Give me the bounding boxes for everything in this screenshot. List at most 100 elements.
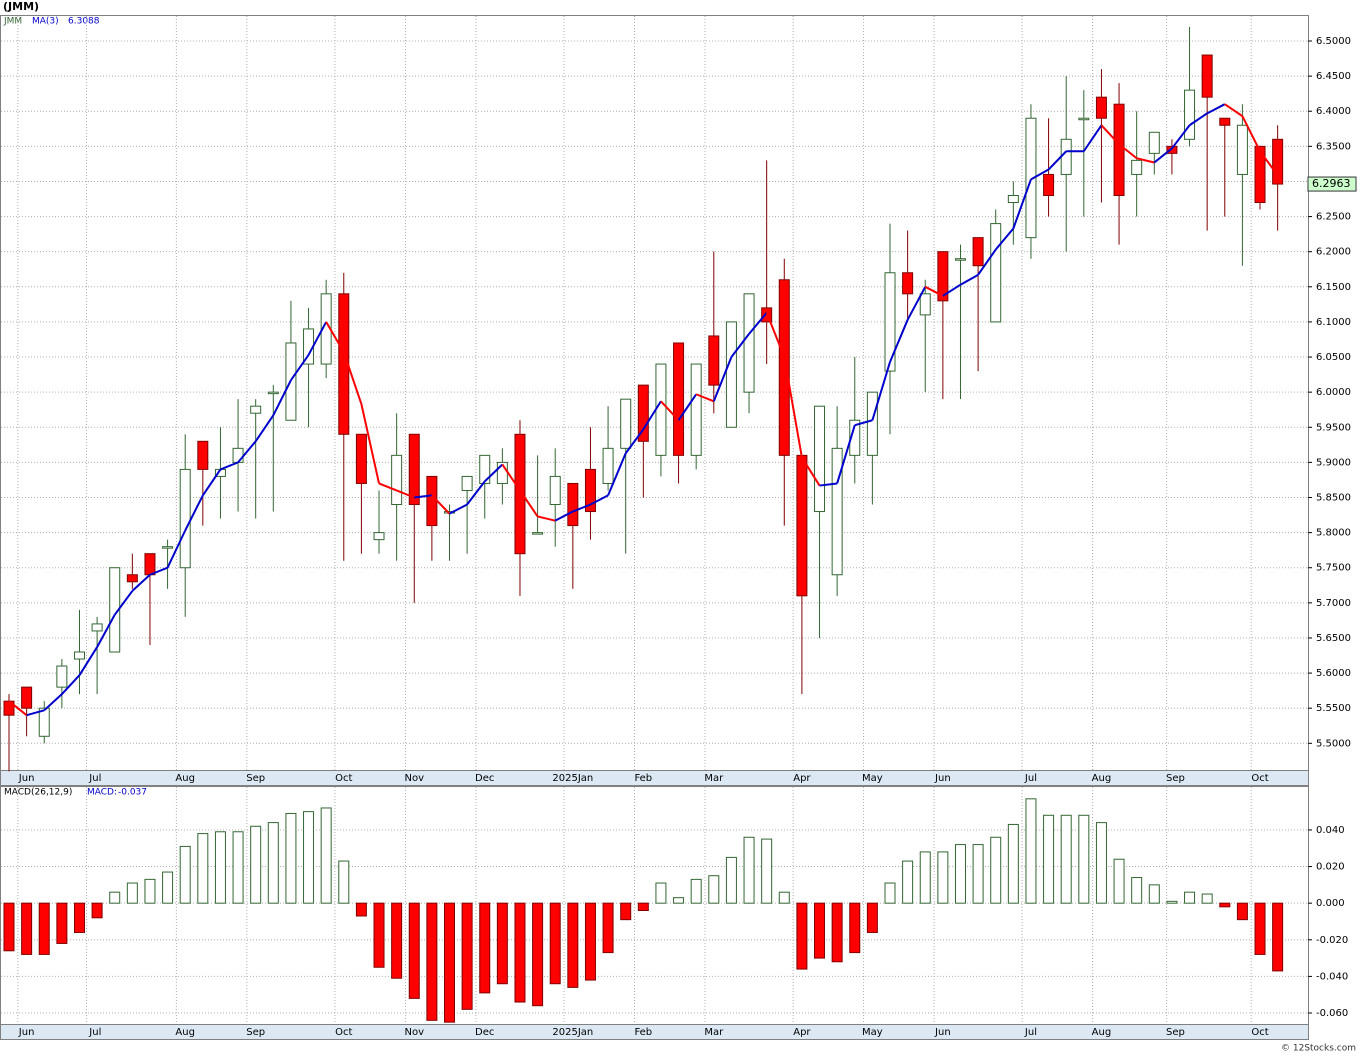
ma-segment: [1047, 150, 1067, 171]
ma-segment: [871, 361, 891, 421]
ma-segment: [942, 283, 962, 297]
candle-body: [620, 398, 632, 449]
last-price-label: 6.2963: [1312, 177, 1351, 190]
y-tick-label: 6.1500: [1316, 282, 1351, 293]
x-tick-label: Sep: [1166, 773, 1185, 784]
candle-body: [267, 391, 279, 395]
ma-segment: [1030, 168, 1050, 181]
x-tick-label: Apr: [793, 1027, 811, 1038]
macd-bar: [725, 856, 737, 904]
x-tick-label: Apr: [793, 773, 811, 784]
y-tick-label: 5.8000: [1316, 528, 1351, 539]
x-tick-label: Jun: [934, 1027, 951, 1038]
x-tick-label: Jul: [88, 773, 101, 784]
candle-body: [1131, 159, 1143, 175]
y-tick-label: -0.040: [1316, 971, 1348, 982]
macd-bar: [902, 860, 914, 904]
macd-bar: [162, 871, 174, 904]
macd-bar: [73, 902, 85, 933]
macd-bar: [56, 902, 68, 944]
ma-segment: [325, 321, 345, 353]
macd-bar: [796, 902, 808, 970]
candle-body: [179, 468, 191, 569]
x-tick-label: Jul: [1024, 773, 1037, 784]
x-tick-label: Aug: [1092, 773, 1112, 784]
macd-bar: [1043, 814, 1055, 904]
x-tick-label: Feb: [634, 1027, 652, 1038]
ma-segment: [624, 428, 645, 454]
x-tick-label: Sep: [246, 1027, 265, 1038]
ma-segment: [572, 503, 591, 513]
candle-body: [1201, 54, 1213, 98]
x-tick-label: Sep: [1166, 1027, 1185, 1038]
x-tick-label: Aug: [175, 1027, 195, 1038]
candle-body: [567, 482, 579, 527]
ma-segment: [184, 494, 204, 531]
candle-body: [1095, 96, 1107, 119]
ma-segment: [977, 249, 997, 276]
ma-segment: [519, 489, 539, 518]
y-tick-label: 6.2000: [1316, 247, 1351, 258]
macd-bar: [496, 902, 508, 985]
ma-segment: [378, 482, 398, 492]
y-tick-label: 5.7500: [1316, 563, 1351, 574]
ma-segment: [924, 285, 944, 297]
ma-segment: [660, 400, 680, 421]
x-tick-label: Oct: [335, 773, 352, 784]
ma-segment: [272, 379, 292, 416]
x-tick-label: Jun: [934, 773, 951, 784]
macd-bar: [532, 902, 544, 1007]
ma-segment: [149, 566, 168, 576]
macd-bar: [567, 902, 579, 988]
y-tick-label: 0.040: [1316, 825, 1345, 836]
ma-segment: [906, 286, 927, 321]
macd-bar: [479, 902, 491, 994]
ma-segment: [501, 463, 521, 492]
candle-body: [673, 342, 685, 456]
macd-bar: [866, 902, 878, 933]
macd-bar: [814, 902, 826, 959]
ma-segment: [26, 709, 45, 717]
y-tick-label: 6.0000: [1316, 387, 1351, 398]
ma-segment: [414, 494, 432, 499]
macd-bar: [549, 902, 561, 985]
macd-bar: [338, 860, 350, 904]
candle-body: [778, 279, 790, 456]
x-tick-label: Jun: [18, 773, 35, 784]
candle-body: [866, 391, 878, 456]
ma-segment: [201, 468, 222, 496]
ma-segment: [994, 227, 1015, 251]
ma-segment: [783, 356, 803, 458]
macd-bar: [1025, 798, 1037, 904]
price-panel: [0, 15, 1309, 771]
candle-body: [831, 447, 843, 576]
ma-segment: [1259, 150, 1279, 176]
candle-body: [126, 574, 138, 583]
macd-bar: [285, 812, 297, 904]
candle-body: [73, 651, 85, 660]
ma-segment: [537, 515, 556, 522]
y-tick-label: -0.060: [1316, 1008, 1348, 1019]
macd-bar: [1254, 902, 1266, 955]
y-tick-label: 6.2500: [1316, 212, 1351, 223]
candle-body: [144, 553, 156, 576]
x-tick-label: Feb: [634, 773, 652, 784]
ma-segment: [8, 700, 28, 717]
ma-segment: [819, 482, 838, 487]
ma-segment: [131, 574, 151, 592]
candle-body: [972, 237, 984, 267]
candle-body: [250, 405, 262, 414]
ma-segment: [307, 321, 328, 356]
ma-segment: [1100, 124, 1120, 145]
macd-bar: [1078, 814, 1090, 904]
ma-segment: [360, 403, 380, 484]
macd-bar: [584, 902, 596, 981]
x-tick-label: Nov: [404, 773, 424, 784]
macd-bar: [408, 902, 420, 999]
y-tick-label: 5.7000: [1316, 598, 1351, 609]
ma-segment: [712, 356, 733, 402]
y-tick-label: 5.8500: [1316, 492, 1351, 503]
candle-body: [1219, 117, 1231, 126]
candle-body: [655, 363, 667, 456]
macd-bar: [919, 851, 931, 904]
